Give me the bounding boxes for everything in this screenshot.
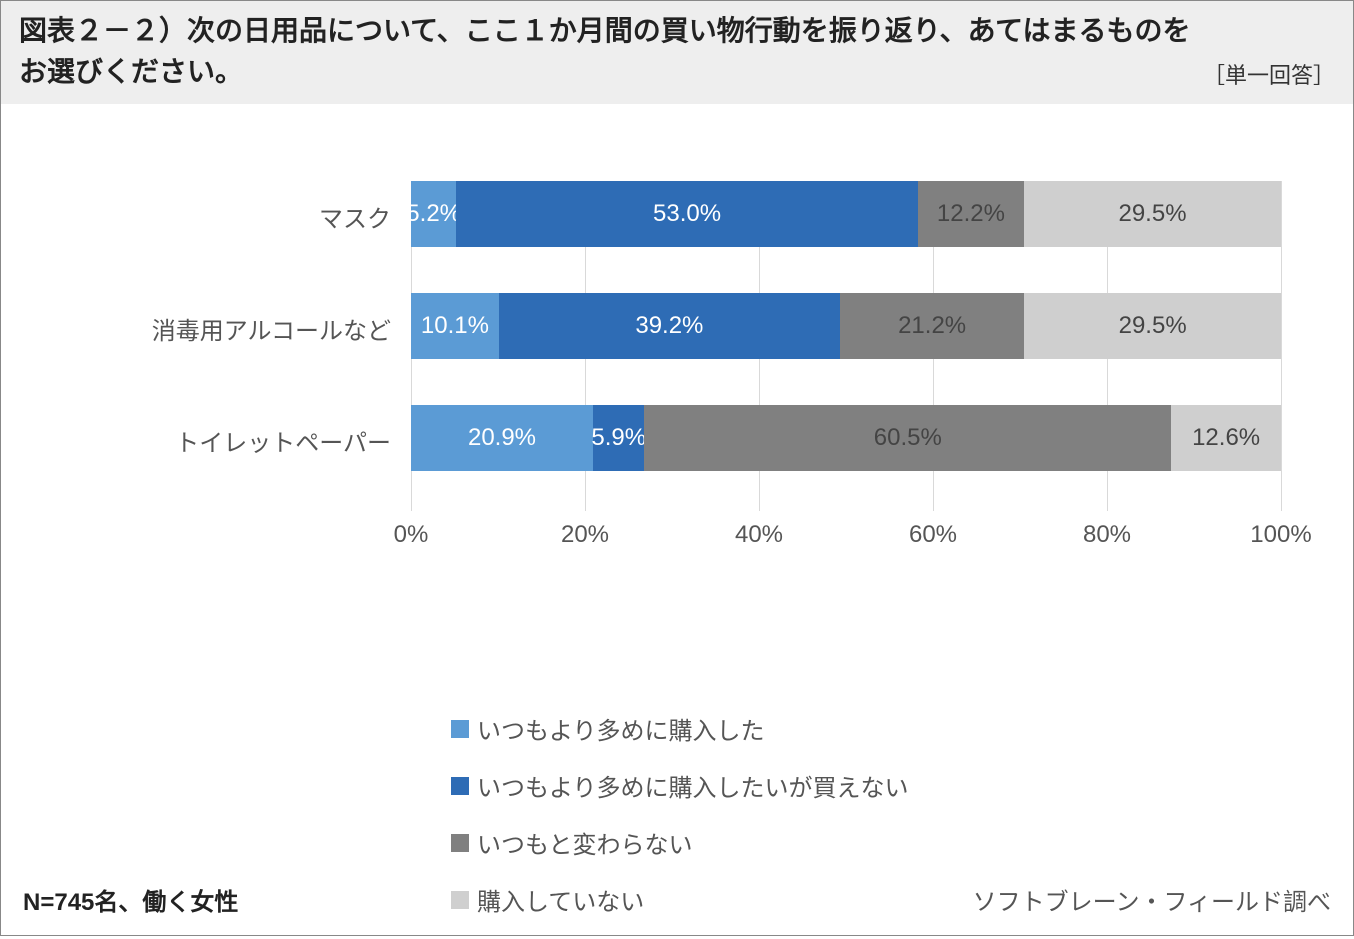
bar-segment: 5.2% [411,181,456,247]
answer-type-label: ［単一回答］ [1203,58,1335,92]
bar-value-label: 12.2% [937,200,1005,228]
bar-row: 5.2% 53.0% 12.2% 29.5% [411,181,1281,247]
bar-value-label: 5.2% [406,200,461,228]
bar-segment: 10.1% [411,293,499,359]
bar-value-label: 39.2% [635,312,703,340]
bar-segment: 21.2% [840,293,1024,359]
bar-row: 20.9% 5.9% 60.5% 12.6% [411,405,1281,471]
x-tick-label: 40% [735,521,783,549]
bar-value-label: 20.9% [468,424,536,452]
x-tick-label: 80% [1083,521,1131,549]
x-tick-label: 0% [394,521,429,549]
legend-swatch [451,834,469,852]
legend-swatch [451,720,469,738]
bar-value-label: 21.2% [898,312,966,340]
legend-label: 購入していない [477,882,644,917]
legend-swatch [451,777,469,795]
x-tick-label: 60% [909,521,957,549]
legend-item: いつもより多めに購入した [451,711,909,746]
legend-item: いつもより多めに購入したいが買えない [451,768,909,803]
plot-region: 0%20%40%60%80%100%マスク5.2%53.0%12.2%29.5%… [411,181,1281,511]
x-tick-label: 100% [1250,521,1311,549]
category-label: 消毒用アルコールなど [31,311,391,346]
bar-segment: 20.9% [411,405,593,471]
source-label: ソフトブレーン・フィールド調べ [973,882,1331,917]
bar-segment: 12.6% [1171,405,1281,471]
bar-value-label: 53.0% [653,200,721,228]
legend-label: いつもより多めに購入したいが買えない [477,768,909,803]
title-bar: 図表２－２）次の日用品について、ここ１か月間の買い物行動を振り返り、あてはまるも… [1,1,1353,104]
gridline [1281,181,1282,511]
bar-segment: 29.5% [1024,181,1281,247]
legend: いつもより多めに購入したいつもより多めに購入したいが買えないいつもと変わらない購… [451,711,909,939]
sample-size-label: N=745名、働く女性 [23,882,238,917]
legend-label: いつもと変わらない [477,825,693,860]
bar-value-label: 12.6% [1192,424,1260,452]
bar-value-label: 5.9% [591,424,646,452]
category-label: マスク [31,199,391,234]
chart-area: 0% 20% 40% 60% 80% 100% マスク 5.2% 53.0% 12.2% 29.5%… [31,151,1323,855]
bar-segment: 53.0% [456,181,918,247]
bar-value-label: 29.5% [1118,200,1186,228]
chart-title: 図表２－２）次の日用品について、ここ１か月間の買い物行動を振り返り、あてはまるも… [19,11,1203,92]
bar-value-label: 60.5% [874,424,942,452]
bar-segment: 5.9% [593,405,644,471]
bar-segment: 12.2% [918,181,1024,247]
figure-container: 図表２－２）次の日用品について、ここ１か月間の買い物行動を振り返り、あてはまるも… [0,0,1354,936]
bar-segment: 60.5% [644,405,1171,471]
legend-label: いつもより多めに購入した [477,711,765,746]
legend-item: いつもと変わらない [451,825,909,860]
bar-value-label: 29.5% [1119,312,1187,340]
bar-segment: 29.5% [1024,293,1281,359]
x-tick-label: 20% [561,521,609,549]
legend-item: 購入していない [451,882,909,917]
category-label: トイレットペーパー [31,423,391,458]
bar-value-label: 10.1% [421,312,489,340]
bar-row: 10.1% 39.2% 21.2% 29.5% [411,293,1281,359]
legend-swatch [451,891,469,909]
bar-segment: 39.2% [499,293,840,359]
